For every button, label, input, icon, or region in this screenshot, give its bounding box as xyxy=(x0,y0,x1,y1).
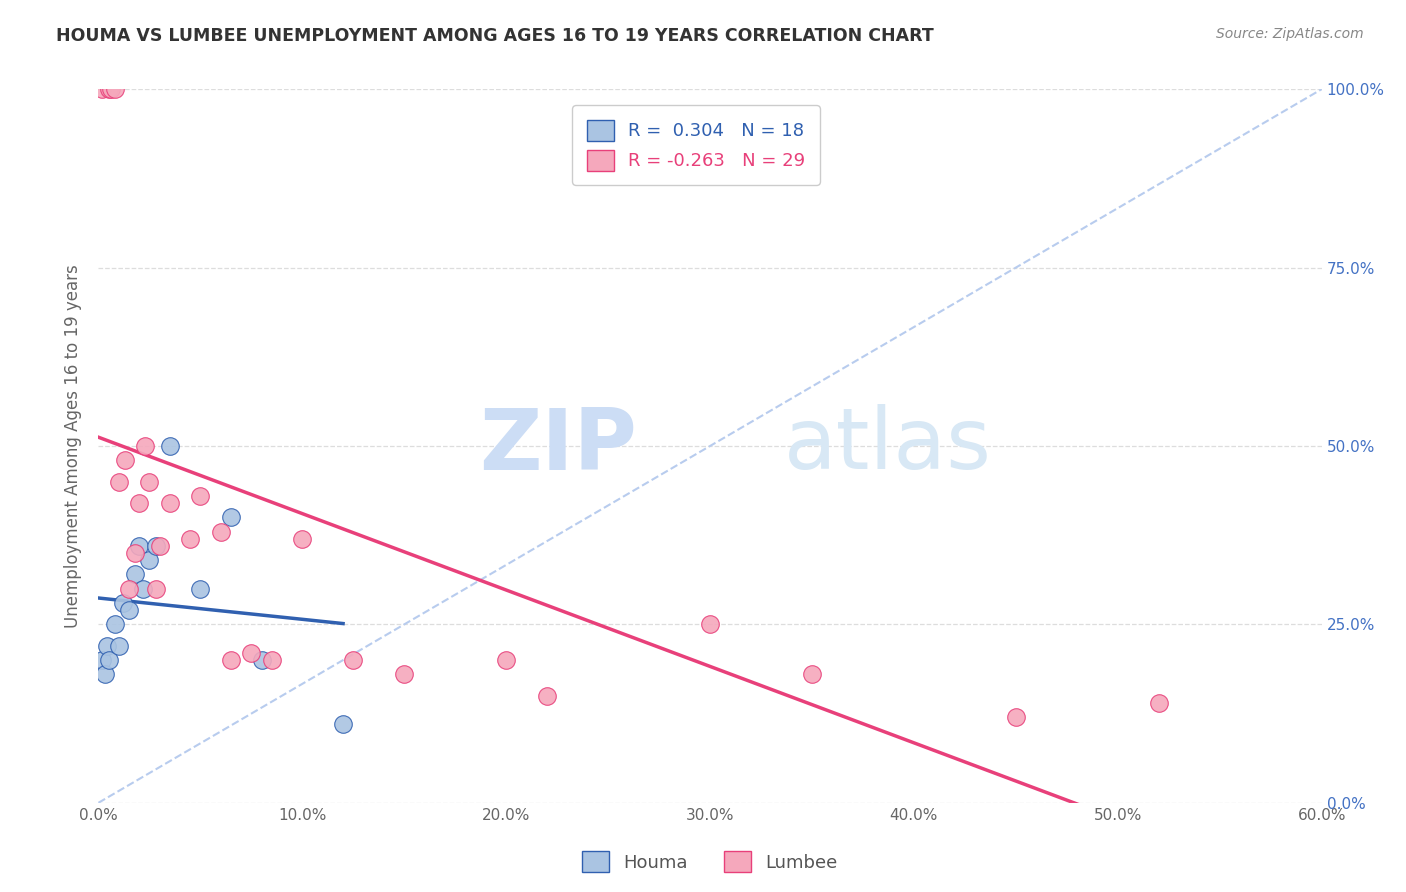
Point xyxy=(124,546,146,560)
Point xyxy=(91,82,114,96)
Point xyxy=(138,475,160,489)
Point xyxy=(118,603,141,617)
Point xyxy=(118,582,141,596)
Point xyxy=(188,582,212,596)
Point xyxy=(100,82,122,96)
Point xyxy=(108,639,131,653)
Point xyxy=(104,617,127,632)
Point xyxy=(111,596,134,610)
Point xyxy=(97,653,120,667)
Point xyxy=(699,617,721,632)
Text: Source: ZipAtlas.com: Source: ZipAtlas.com xyxy=(1216,27,1364,41)
Point xyxy=(1147,696,1170,710)
Point xyxy=(801,667,824,681)
Point xyxy=(134,439,156,453)
Point xyxy=(188,489,212,503)
Point xyxy=(138,553,160,567)
Point xyxy=(495,653,517,667)
Point xyxy=(332,717,354,731)
Point xyxy=(219,510,242,524)
Point xyxy=(91,653,114,667)
Legend: Houma, Lumbee: Houma, Lumbee xyxy=(575,844,845,880)
Point xyxy=(260,653,283,667)
Point xyxy=(159,439,181,453)
Point xyxy=(179,532,201,546)
Point xyxy=(104,82,127,96)
Point xyxy=(96,639,118,653)
Y-axis label: Unemployment Among Ages 16 to 19 years: Unemployment Among Ages 16 to 19 years xyxy=(65,264,83,628)
Point xyxy=(93,667,115,681)
Point xyxy=(145,582,167,596)
Point xyxy=(209,524,232,539)
Text: HOUMA VS LUMBEE UNEMPLOYMENT AMONG AGES 16 TO 19 YEARS CORRELATION CHART: HOUMA VS LUMBEE UNEMPLOYMENT AMONG AGES … xyxy=(56,27,934,45)
Point xyxy=(219,653,242,667)
Point xyxy=(159,496,181,510)
Point xyxy=(149,539,172,553)
Point xyxy=(536,689,558,703)
Point xyxy=(114,453,136,467)
Point xyxy=(132,582,155,596)
Point xyxy=(250,653,273,667)
Point xyxy=(97,82,120,96)
Point xyxy=(128,539,150,553)
Point xyxy=(108,475,131,489)
Point xyxy=(124,567,146,582)
Point xyxy=(392,667,416,681)
Point xyxy=(240,646,263,660)
Text: atlas: atlas xyxy=(783,404,991,488)
Point xyxy=(145,539,167,553)
Point xyxy=(1004,710,1026,724)
Point xyxy=(342,653,364,667)
Point xyxy=(291,532,314,546)
Text: ZIP: ZIP xyxy=(479,404,637,488)
Point xyxy=(128,496,150,510)
